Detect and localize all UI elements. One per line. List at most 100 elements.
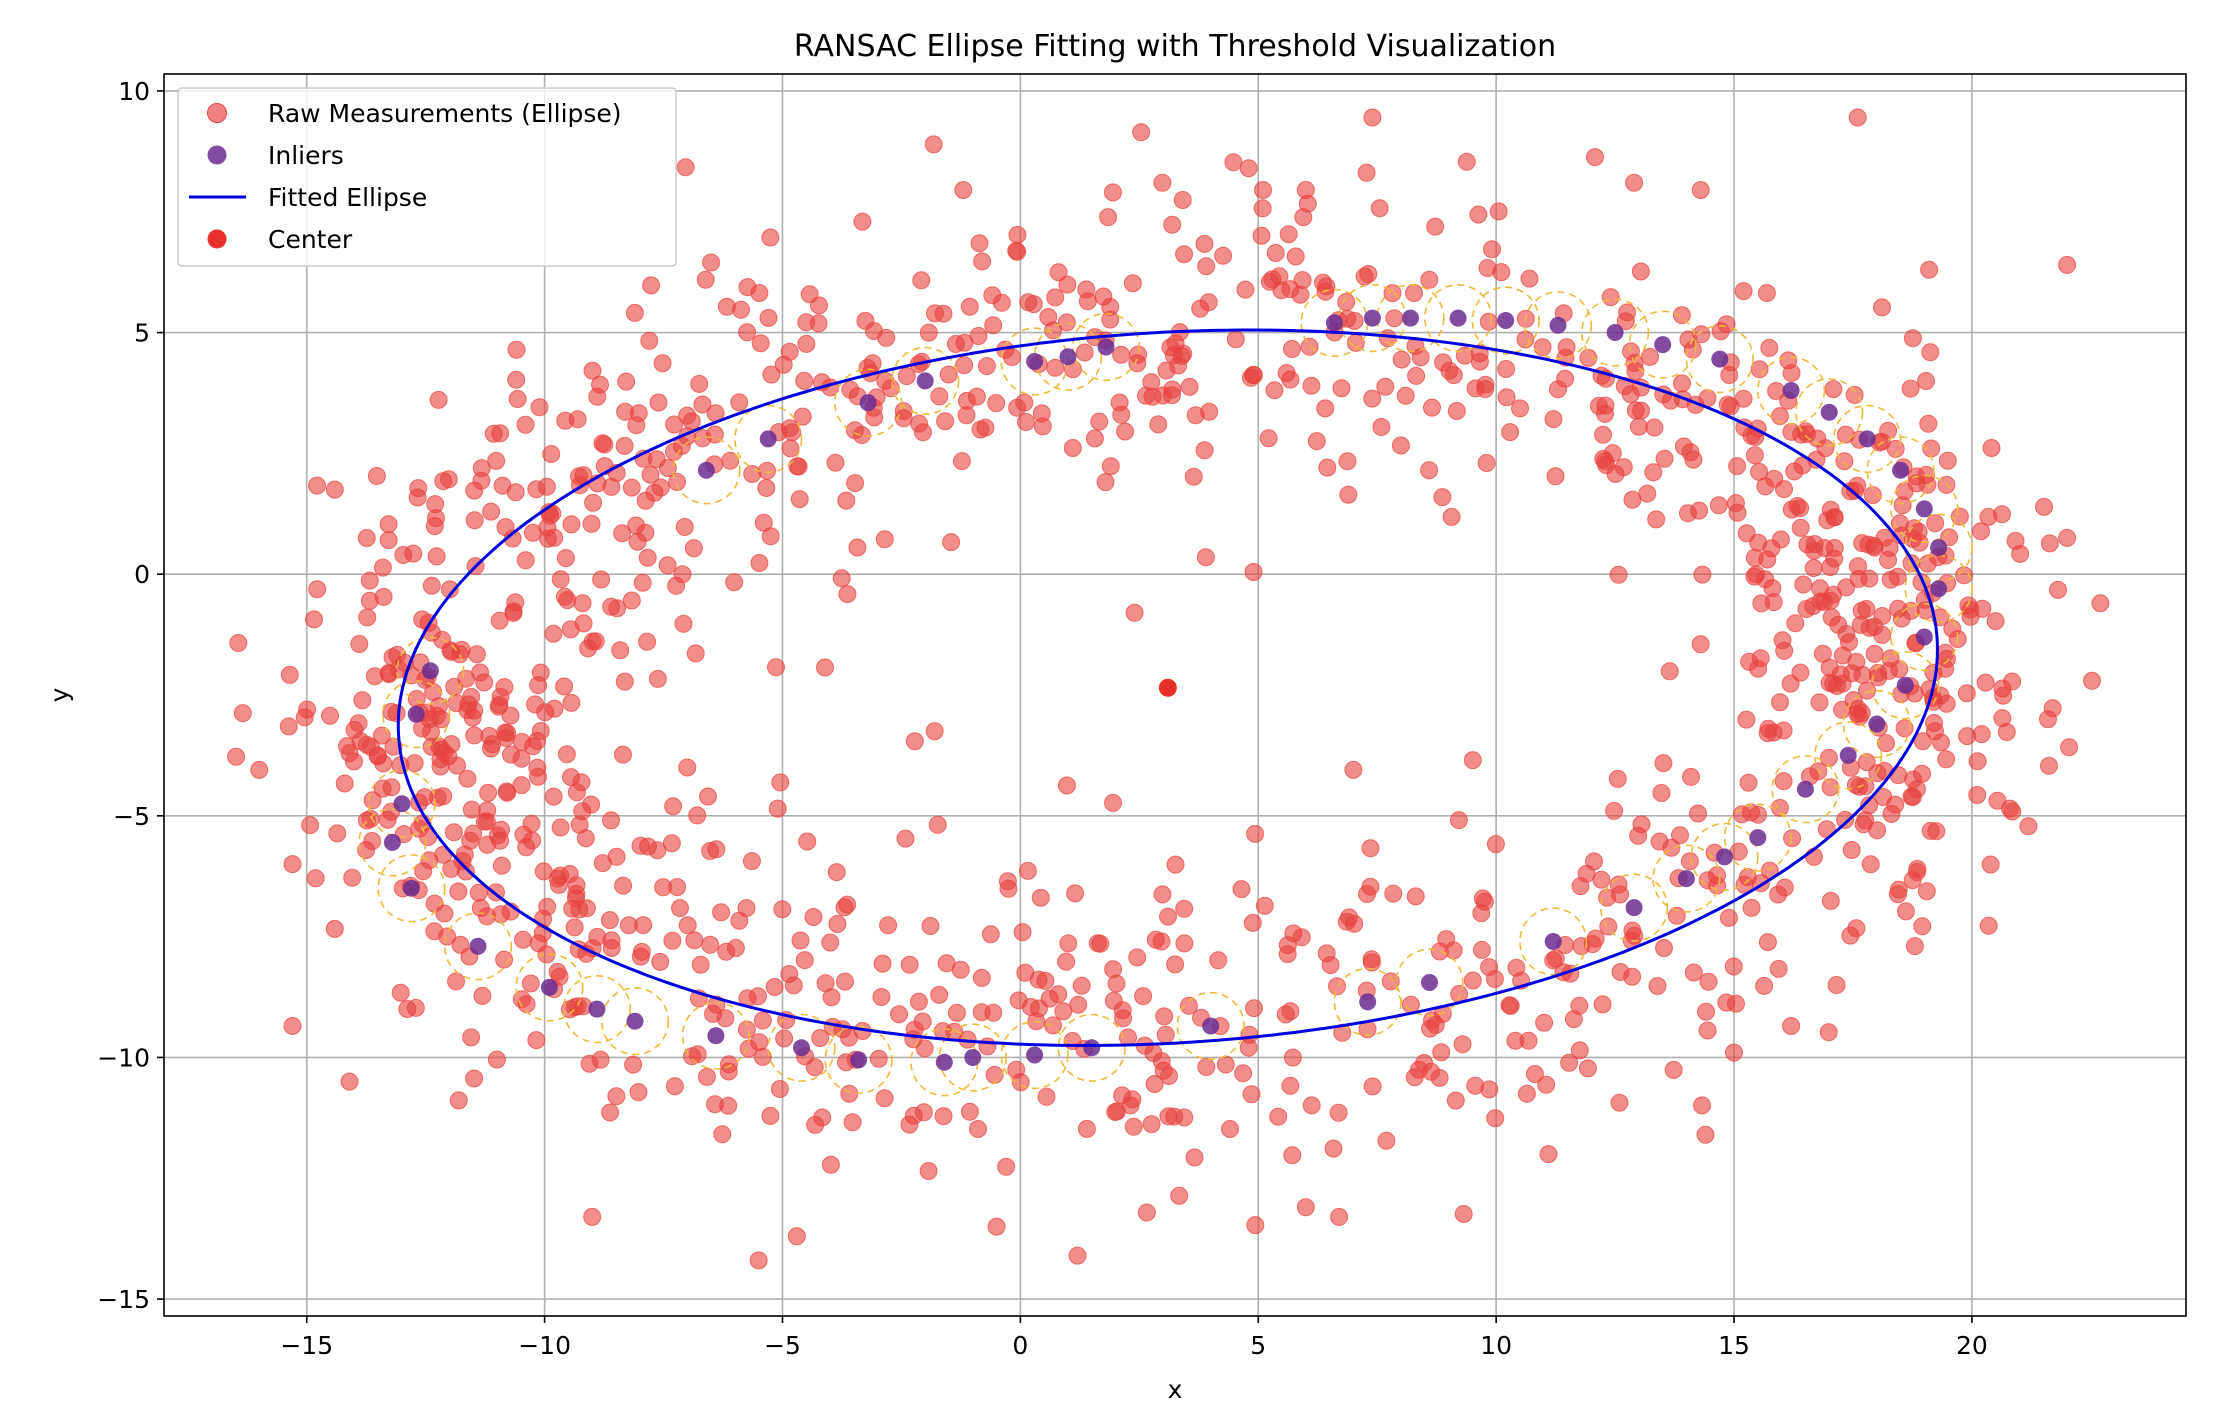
raw-point — [971, 420, 990, 439]
raw-point — [638, 548, 657, 567]
raw-point — [492, 856, 511, 875]
inlier-point — [1449, 309, 1467, 327]
raw-point — [947, 1003, 966, 1022]
raw-point — [1908, 859, 1927, 878]
raw-point — [1616, 312, 1635, 331]
raw-point — [1774, 772, 1793, 791]
raw-point — [1281, 370, 1300, 389]
raw-point — [1173, 191, 1192, 209]
raw-point — [664, 797, 683, 816]
inlier-point — [707, 1027, 725, 1045]
raw-point — [1889, 766, 1908, 785]
raw-point — [1794, 575, 1813, 594]
inlier-point — [1059, 348, 1077, 366]
raw-point — [1039, 308, 1058, 326]
raw-point — [1805, 541, 1823, 560]
raw-point — [600, 911, 619, 930]
raw-point — [1571, 877, 1590, 896]
raw-point — [1377, 1131, 1396, 1150]
raw-point — [1874, 788, 1893, 806]
raw-point — [1049, 985, 1068, 1004]
inlier-point — [1421, 974, 1438, 991]
raw-point — [795, 371, 814, 390]
raw-point — [1446, 1091, 1465, 1110]
raw-point — [1057, 776, 1076, 795]
threshold-circle — [1685, 325, 1754, 394]
raw-point — [557, 745, 576, 764]
raw-point — [1758, 933, 1777, 952]
threshold-circle — [672, 436, 741, 505]
x-tick-label: −5 — [764, 1331, 801, 1360]
raw-point — [462, 1028, 481, 1047]
raw-point — [1159, 1107, 1178, 1126]
threshold-circles — [358, 284, 1973, 1097]
raw-point — [1057, 952, 1076, 971]
raw-point — [582, 514, 601, 533]
raw-point — [1771, 693, 1789, 712]
raw-point — [1153, 386, 1172, 405]
raw-point — [838, 585, 857, 604]
raw-point — [576, 829, 595, 848]
raw-point — [451, 935, 470, 954]
raw-point — [686, 644, 705, 663]
x-tick-label: 0 — [1012, 1331, 1028, 1360]
raw-point — [759, 308, 778, 327]
raw-point — [1200, 402, 1219, 421]
raw-point — [616, 402, 635, 421]
threshold-circle — [1628, 310, 1697, 379]
raw-point — [1932, 733, 1950, 752]
raw-point — [897, 367, 916, 386]
raw-point — [1101, 298, 1120, 316]
raw-point — [233, 704, 252, 723]
raw-point — [321, 706, 339, 725]
raw-point — [771, 773, 790, 792]
raw-point — [1645, 418, 1664, 437]
raw-point — [530, 398, 549, 417]
raw-point — [625, 303, 644, 322]
raw-point — [987, 1217, 1006, 1236]
raw-point — [1672, 306, 1691, 325]
raw-point — [1013, 923, 1032, 942]
raw-point — [676, 158, 695, 177]
raw-point — [1698, 1021, 1717, 1040]
raw-point — [1674, 437, 1693, 456]
raw-point — [717, 297, 736, 316]
raw-point — [229, 634, 248, 652]
inlier-point — [1026, 353, 1044, 370]
raw-point — [900, 955, 919, 974]
raw-point — [363, 791, 382, 810]
raw-point — [1291, 285, 1310, 304]
raw-point — [1638, 484, 1657, 503]
raw-point — [1517, 1084, 1536, 1103]
raw-point — [602, 939, 621, 957]
raw-point — [665, 442, 683, 461]
raw-point — [1142, 1115, 1161, 1134]
threshold-circle — [891, 346, 960, 416]
raw-point — [528, 758, 547, 777]
raw-point — [973, 252, 992, 271]
raw-point — [663, 931, 682, 950]
raw-point — [1069, 995, 1088, 1014]
raw-point — [1698, 871, 1717, 890]
raw-point — [563, 899, 582, 918]
raw-point — [406, 998, 425, 1017]
legend-label-raw: Raw Measurements (Ellipse) — [268, 99, 622, 128]
raw-point — [458, 769, 477, 788]
raw-point — [1453, 1035, 1472, 1054]
raw-point — [1292, 928, 1311, 947]
raw-point — [1376, 377, 1395, 396]
raw-point — [1925, 714, 1943, 732]
inlier-point — [1625, 899, 1643, 917]
raw-point — [592, 570, 611, 589]
raw-point — [1332, 379, 1351, 398]
inlier-point — [1083, 1039, 1101, 1057]
raw-point — [1813, 644, 1832, 663]
raw-point — [1696, 1125, 1715, 1144]
raw-point — [1049, 263, 1068, 282]
raw-point — [837, 491, 856, 510]
inlier-point — [626, 1012, 644, 1030]
raw-point — [1066, 884, 1085, 903]
raw-point — [545, 699, 564, 718]
x-axis-label: x — [1168, 1375, 1183, 1404]
raw-point — [828, 915, 847, 933]
